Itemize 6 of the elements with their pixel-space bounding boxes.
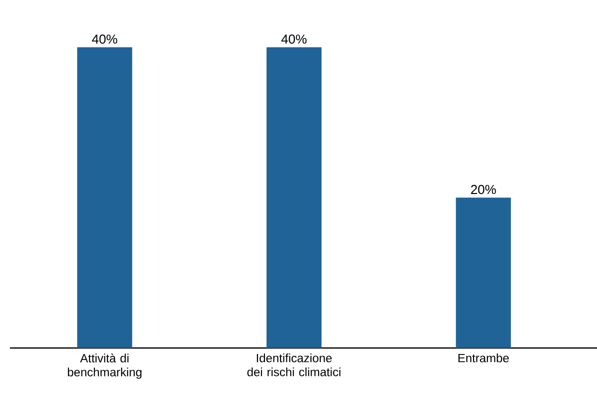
data-label: 20% <box>471 184 496 194</box>
x-tick-label: Identificazione dei rischi climatici <box>247 354 340 376</box>
data-label: 40% <box>92 34 118 44</box>
data-label: 40% <box>281 34 307 44</box>
x-tick-label: Entrambe <box>458 354 509 362</box>
x-tick-label: Attività di benchmarking <box>68 354 142 379</box>
